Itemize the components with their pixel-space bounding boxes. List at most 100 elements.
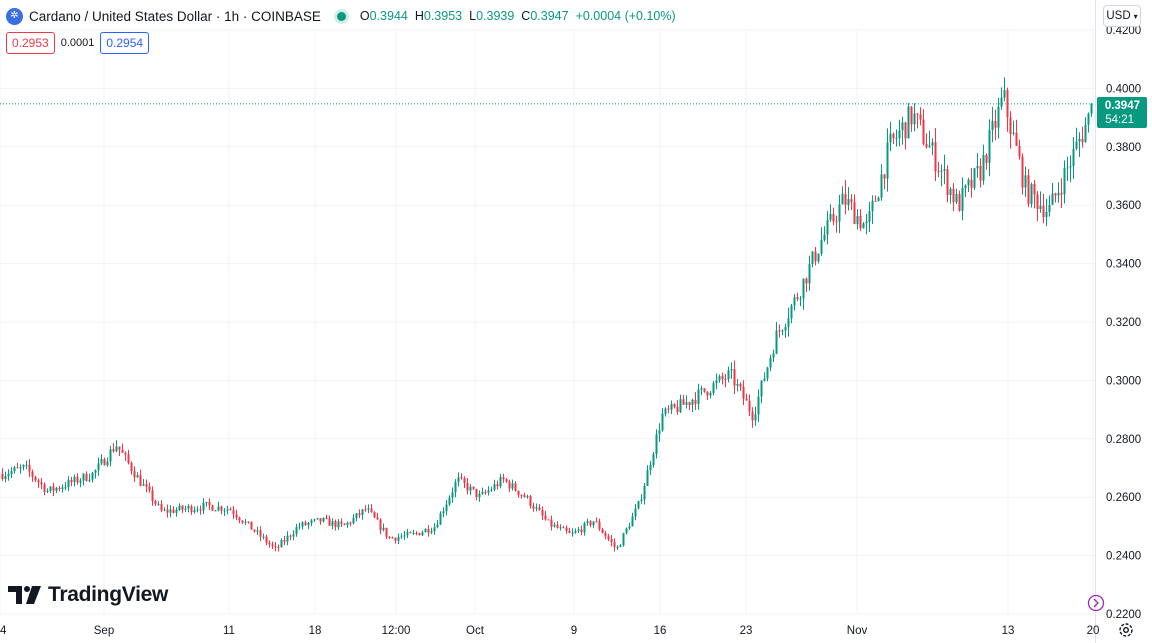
candle-body — [745, 398, 748, 401]
candle-body — [307, 523, 310, 526]
candle-body — [655, 434, 658, 454]
candle-body — [19, 467, 22, 469]
candle-body — [538, 507, 541, 511]
candle-body — [919, 114, 922, 120]
candle-body — [166, 509, 169, 513]
close-label: C — [521, 9, 531, 23]
candle-body — [304, 522, 307, 526]
candle-body — [88, 479, 91, 481]
candle-body — [1024, 175, 1027, 188]
candle-body — [715, 380, 718, 384]
candle-body — [877, 197, 880, 202]
candle-body — [397, 537, 400, 541]
candle-body — [388, 536, 391, 538]
candle-body — [502, 477, 505, 480]
price-tick-label: 0.2600 — [1106, 492, 1141, 504]
candle-body — [316, 518, 319, 520]
candle-body — [700, 388, 703, 390]
candle-body — [940, 170, 943, 172]
chart-header: ✲ Cardano / United States Dollar · 1h · … — [6, 5, 676, 27]
candle-body — [796, 297, 799, 299]
candle-body — [55, 487, 58, 491]
candle-body — [970, 179, 973, 188]
time-tick-label: 23 — [740, 625, 753, 637]
price-axis[interactable]: 0.2200 0.2400 0.2600 0.2800 0.3000 0.3200 0.34… — [1095, 0, 1142, 643]
candle-body — [151, 490, 154, 502]
candle-body — [364, 509, 367, 511]
gear-icon[interactable] — [1117, 621, 1135, 639]
candle-body — [385, 527, 388, 537]
candle-body — [922, 119, 925, 145]
candle-body — [334, 521, 337, 528]
candle-body — [1039, 205, 1042, 210]
time-axis[interactable]: 24 Sep 11 18 12:00 Oct 9 16 23 Nov 13 20 — [0, 625, 1099, 637]
candle-body — [856, 216, 859, 225]
candle-body — [106, 461, 109, 466]
ohlc-legend: O0.3944 H0.3953 L0.3939 C0.3947 +0.0004 … — [360, 9, 676, 23]
candle-body — [748, 400, 751, 412]
candle-body — [595, 521, 598, 523]
candle-body — [670, 404, 673, 410]
tradingview-logo-icon — [8, 586, 41, 604]
candle-body — [457, 477, 460, 483]
candle-body — [640, 499, 643, 502]
candle-body — [370, 508, 373, 512]
alert-icon[interactable] — [1087, 592, 1105, 614]
candle-body — [247, 521, 250, 523]
candle-body — [286, 535, 289, 542]
candle-body — [79, 480, 82, 483]
candle-body — [1072, 148, 1075, 167]
candle-body — [679, 399, 682, 412]
candle-body — [496, 484, 499, 487]
candle-body — [631, 516, 634, 527]
candle-body — [82, 473, 85, 481]
candle-body — [805, 278, 808, 284]
candle-body — [430, 531, 433, 533]
close-value: 0.3947 — [530, 9, 569, 23]
candle-body — [952, 188, 955, 203]
candle-body — [601, 529, 604, 533]
candle-body — [961, 188, 964, 211]
time-tick-label: 24 — [0, 625, 7, 637]
candle-body — [1066, 167, 1069, 169]
candle-body — [169, 509, 172, 513]
candle-body — [661, 413, 664, 431]
candle-body — [721, 376, 724, 379]
symbol-title[interactable]: Cardano / United States Dollar · 1h · CO… — [29, 8, 321, 24]
candle-body — [172, 509, 175, 513]
candle-body — [673, 404, 676, 407]
candle-body — [520, 494, 523, 496]
candle-body — [1015, 132, 1018, 146]
candle-body — [829, 213, 832, 220]
tradingview-logo[interactable]: TradingView — [8, 583, 168, 607]
market-open-status-icon[interactable] — [336, 11, 346, 21]
candle-body — [193, 510, 196, 513]
candle-body — [607, 536, 610, 540]
low-value: 0.3939 — [476, 9, 515, 23]
candle-body — [295, 527, 298, 535]
candle-body — [742, 386, 745, 399]
candle-body — [928, 145, 931, 148]
candle-body — [889, 133, 892, 143]
price-tick-label: 0.2200 — [1106, 609, 1141, 621]
candle-body — [697, 389, 700, 404]
candle-body — [949, 188, 952, 195]
currency-selector[interactable]: USD ▾ — [1103, 5, 1141, 27]
candle-body — [619, 545, 622, 548]
candle-body — [109, 449, 112, 462]
candle-body — [826, 219, 829, 235]
change-value: +0.0004 (+0.10%) — [575, 9, 676, 23]
candle-body — [598, 521, 601, 530]
candle-body — [433, 527, 436, 532]
candle-body — [367, 508, 370, 510]
buy-button[interactable]: 0.2954 — [100, 32, 150, 54]
candle-body — [1051, 193, 1054, 205]
sell-button[interactable]: 0.2953 — [6, 32, 55, 54]
candle-body — [892, 133, 895, 139]
candle-body — [238, 517, 241, 521]
candle-body — [163, 509, 166, 511]
candle-body — [208, 502, 211, 506]
candle-body — [988, 130, 991, 163]
candle-body — [898, 130, 901, 139]
